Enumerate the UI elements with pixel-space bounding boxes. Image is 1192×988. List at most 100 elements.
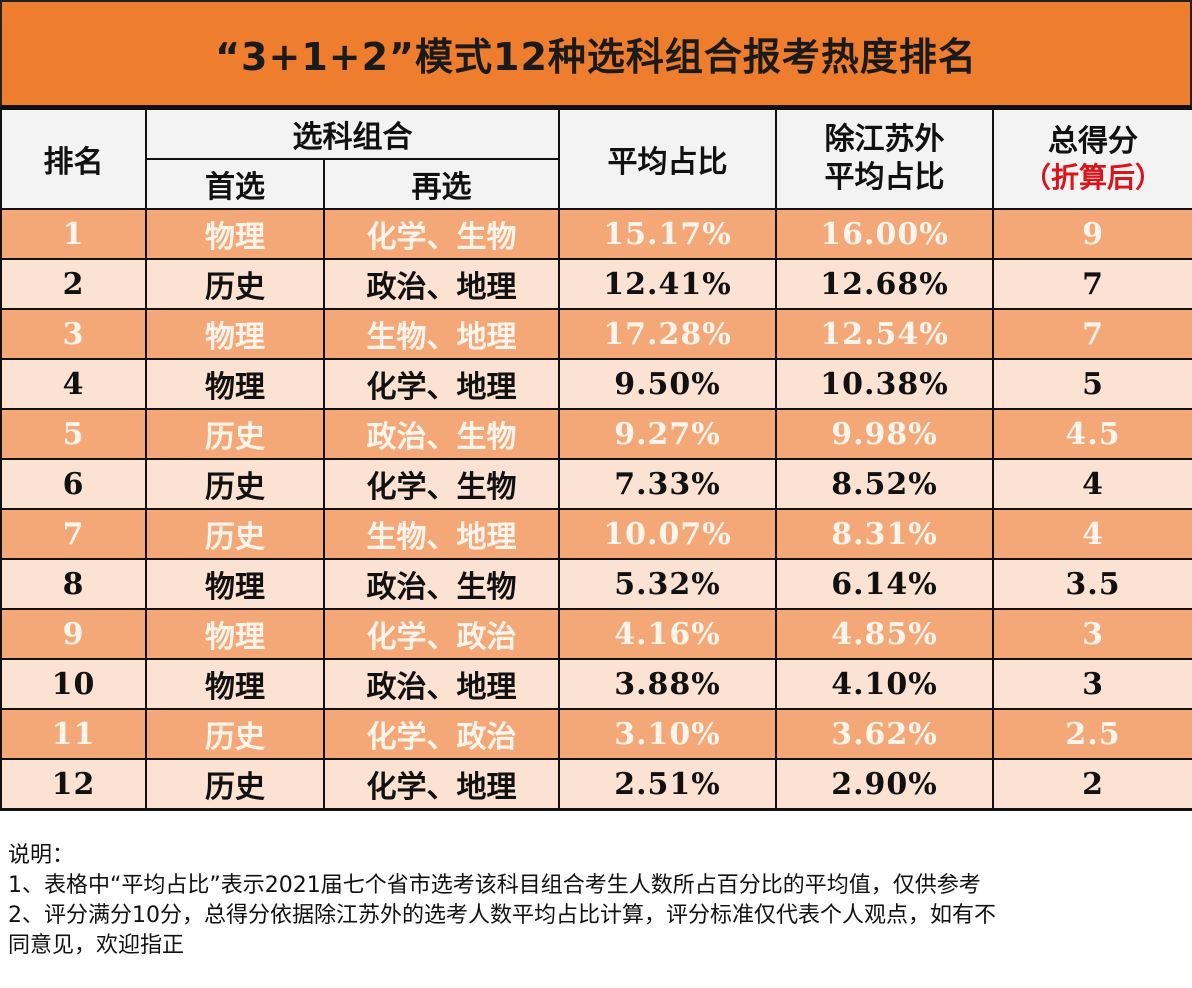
header-first-choice: 首选	[145, 158, 325, 210]
table-row: 1 物理 化学、生物 15.17% 16.00% 9	[0, 208, 1192, 260]
cell-total-score: 4	[992, 508, 1192, 560]
cell-avg-share-ex-jiangsu: 12.68%	[775, 258, 994, 310]
cell-total-score: 5	[992, 358, 1192, 410]
cell-rank: 10	[0, 658, 147, 710]
cell-first-choice: 历史	[145, 508, 325, 560]
cell-total-score: 7	[992, 308, 1192, 360]
cell-avg-share-ex-jiangsu: 12.54%	[775, 308, 994, 360]
cell-rank: 6	[0, 458, 147, 510]
cell-avg-share-ex-jiangsu: 16.00%	[775, 208, 994, 260]
cell-first-choice: 物理	[145, 358, 325, 410]
cell-rank: 5	[0, 408, 147, 460]
page-title: “3+1+2”模式12种选科组合报考热度排名	[215, 35, 977, 79]
header-total-score: 总得分 （折算后）	[992, 108, 1192, 210]
notes-line-1: 1、表格中“平均占比”表示2021届七个省市选考该科目组合考生人数所占百分比的平…	[8, 873, 981, 898]
header-rank: 排名	[0, 108, 147, 210]
cell-rank: 2	[0, 258, 147, 310]
cell-avg-share: 15.17%	[558, 208, 777, 260]
cell-avg-share: 3.88%	[558, 658, 777, 710]
cell-total-score: 3	[992, 608, 1192, 660]
cell-second-choice: 政治、地理	[323, 258, 560, 310]
table-row: 5 历史 政治、生物 9.27% 9.98% 4.5	[0, 408, 1192, 460]
cell-rank: 12	[0, 758, 147, 810]
header-score-line1: 总得分	[1048, 124, 1138, 159]
header-score-note: （折算后）	[1022, 161, 1163, 194]
cell-total-score: 3.5	[992, 558, 1192, 610]
cell-second-choice: 化学、地理	[323, 758, 560, 810]
header-second-choice: 再选	[323, 158, 560, 210]
cell-total-score: 3	[992, 658, 1192, 710]
cell-avg-share: 17.28%	[558, 308, 777, 360]
header-avg-ex-line1: 除江苏外	[824, 122, 945, 157]
cell-rank: 8	[0, 558, 147, 610]
cell-first-choice: 物理	[145, 608, 325, 660]
cell-avg-share: 5.32%	[558, 558, 777, 610]
table-row: 7 历史 生物、地理 10.07% 8.31% 4	[0, 508, 1192, 560]
cell-total-score: 4	[992, 458, 1192, 510]
table-row: 4 物理 化学、地理 9.50% 10.38% 5	[0, 358, 1192, 410]
cell-avg-share-ex-jiangsu: 4.10%	[775, 658, 994, 710]
cell-first-choice: 物理	[145, 658, 325, 710]
table-row: 3 物理 生物、地理 17.28% 12.54% 7	[0, 308, 1192, 360]
cell-total-score: 2	[992, 758, 1192, 810]
notes-heading: 说明：	[8, 843, 75, 868]
cell-second-choice: 化学、地理	[323, 358, 560, 410]
cell-first-choice: 历史	[145, 258, 325, 310]
header-avg-ex-line2: 平均占比	[824, 160, 945, 195]
cell-rank: 4	[0, 358, 147, 410]
cell-first-choice: 物理	[145, 558, 325, 610]
cell-first-choice: 物理	[145, 208, 325, 260]
notes-section: 说明： 1、表格中“平均占比”表示2021届七个省市选考该科目组合考生人数所占百…	[0, 808, 1192, 988]
cell-second-choice: 政治、生物	[323, 408, 560, 460]
cell-total-score: 4.5	[992, 408, 1192, 460]
cell-avg-share: 9.27%	[558, 408, 777, 460]
cell-avg-share-ex-jiangsu: 3.62%	[775, 708, 994, 760]
cell-second-choice: 生物、地理	[323, 508, 560, 560]
cell-first-choice: 物理	[145, 308, 325, 360]
header-combo: 选科组合	[145, 108, 560, 160]
cell-avg-share: 10.07%	[558, 508, 777, 560]
table-row: 6 历史 化学、生物 7.33% 8.52% 4	[0, 458, 1192, 510]
table-row: 8 物理 政治、生物 5.32% 6.14% 3.5	[0, 558, 1192, 610]
cell-avg-share: 4.16%	[558, 608, 777, 660]
header-avg-share: 平均占比	[558, 108, 777, 210]
cell-avg-share-ex-jiangsu: 8.31%	[775, 508, 994, 560]
cell-avg-share: 12.41%	[558, 258, 777, 310]
cell-second-choice: 化学、生物	[323, 458, 560, 510]
table-row: 10 物理 政治、地理 3.88% 4.10% 3	[0, 658, 1192, 710]
cell-rank: 3	[0, 308, 147, 360]
table-row: 11 历史 化学、政治 3.10% 3.62% 2.5	[0, 708, 1192, 760]
cell-avg-share: 9.50%	[558, 358, 777, 410]
cell-avg-share-ex-jiangsu: 2.90%	[775, 758, 994, 810]
cell-first-choice: 历史	[145, 408, 325, 460]
ranking-table: 排名 选科组合 平均占比 除江苏外 平均占比 总得分 （折算后） 首选 再选 1…	[0, 108, 1192, 810]
cell-total-score: 9	[992, 208, 1192, 260]
cell-avg-share-ex-jiangsu: 9.98%	[775, 408, 994, 460]
cell-avg-share: 2.51%	[558, 758, 777, 810]
cell-avg-share-ex-jiangsu: 4.85%	[775, 608, 994, 660]
cell-first-choice: 历史	[145, 708, 325, 760]
cell-avg-share-ex-jiangsu: 10.38%	[775, 358, 994, 410]
cell-second-choice: 化学、生物	[323, 208, 560, 260]
cell-second-choice: 化学、政治	[323, 708, 560, 760]
title-bar: “3+1+2”模式12种选科组合报考热度排名	[0, 0, 1192, 108]
cell-first-choice: 历史	[145, 758, 325, 810]
cell-total-score: 7	[992, 258, 1192, 310]
cell-rank: 11	[0, 708, 147, 760]
header-avg-share-ex-jiangsu: 除江苏外 平均占比	[775, 108, 994, 210]
cell-second-choice: 化学、政治	[323, 608, 560, 660]
cell-total-score: 2.5	[992, 708, 1192, 760]
notes-line-3: 同意见，欢迎指正	[8, 933, 185, 958]
cell-second-choice: 政治、生物	[323, 558, 560, 610]
table-row: 9 物理 化学、政治 4.16% 4.85% 3	[0, 608, 1192, 660]
cell-avg-share: 3.10%	[558, 708, 777, 760]
cell-rank: 9	[0, 608, 147, 660]
cell-first-choice: 历史	[145, 458, 325, 510]
cell-second-choice: 政治、地理	[323, 658, 560, 710]
cell-rank: 1	[0, 208, 147, 260]
cell-avg-share-ex-jiangsu: 8.52%	[775, 458, 994, 510]
cell-avg-share: 7.33%	[558, 458, 777, 510]
notes-line-2: 2、评分满分10分，总得分依据除江苏外的选考人数平均占比计算，评分标准仅代表个人…	[8, 903, 996, 928]
table-row: 2 历史 政治、地理 12.41% 12.68% 7	[0, 258, 1192, 310]
cell-avg-share-ex-jiangsu: 6.14%	[775, 558, 994, 610]
